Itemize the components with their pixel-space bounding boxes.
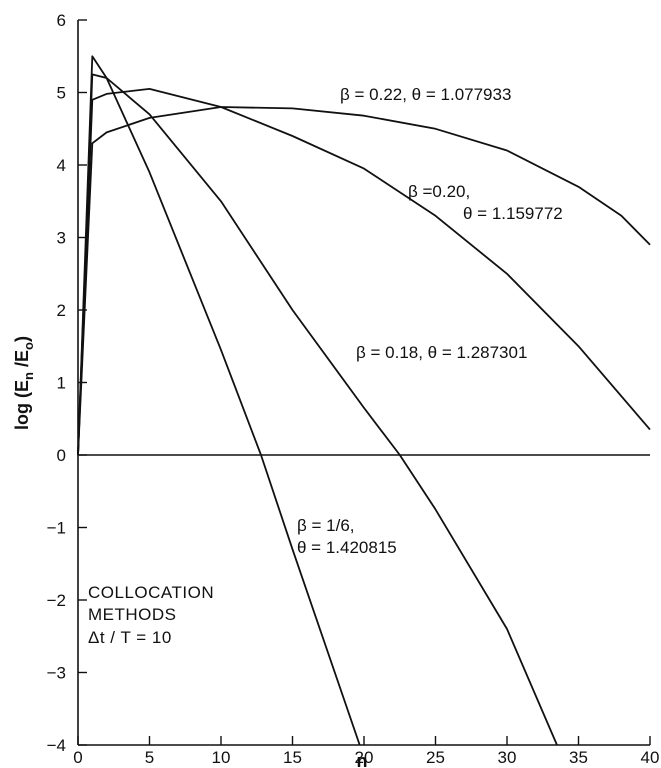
y-axis-title: log (En /Eo)	[12, 336, 36, 430]
x-tick-label: 35	[569, 748, 588, 767]
y-tick-label: −3	[47, 664, 66, 683]
y-tick-label: 2	[57, 301, 66, 320]
series-label-2: β =0.20,	[408, 182, 470, 201]
series-label-4: β = 1/6,	[297, 516, 355, 535]
y-tick-label: 6	[57, 11, 66, 30]
y-axis-ticks: −4 −3 −2 −1 0 1 2 3 4 5 6	[47, 11, 87, 755]
x-tick-label: 0	[73, 748, 82, 767]
series-line-1	[77, 106, 651, 456]
x-axis-title: n	[357, 751, 368, 768]
series-label-4: θ = 1.420815	[297, 538, 397, 557]
y-tick-label: 0	[57, 446, 66, 465]
y-axis-title-log: log (E	[12, 380, 32, 430]
y-axis-title-slash: /E	[12, 350, 32, 372]
y-tick-label: −1	[47, 519, 66, 538]
x-tick-label: 15	[283, 748, 302, 767]
y-axis-title-close: )	[12, 336, 32, 342]
method-annotation: COLLOCATION METHODS Δt / T = 10	[88, 583, 214, 647]
series-curves	[77, 55, 651, 746]
series-label-3: β = 0.18, θ = 1.287301	[356, 343, 527, 362]
annotation-line-1: COLLOCATION	[88, 583, 214, 602]
x-axis-ticks: 0 5 10 15 20 25 30 35 40	[73, 736, 659, 767]
y-tick-label: −4	[47, 736, 66, 755]
y-tick-label: 5	[57, 84, 66, 103]
y-tick-label: 4	[57, 156, 66, 175]
y-tick-label: 3	[57, 229, 66, 248]
series-label-1: β = 0.22, θ = 1.077933	[340, 85, 511, 104]
x-tick-label: 40	[641, 748, 660, 767]
series-line-3	[77, 73, 558, 746]
x-tick-label: 20	[355, 748, 374, 767]
series-label-2: θ = 1.159772	[463, 204, 563, 223]
y-axis-title-sub-n: n	[21, 372, 36, 380]
x-tick-label: 10	[212, 748, 231, 767]
series-line-2	[77, 88, 651, 456]
x-tick-label: 25	[426, 748, 445, 767]
y-tick-label: −2	[47, 591, 66, 610]
x-tick-label: 30	[498, 748, 517, 767]
series-labels: β = 0.22, θ = 1.077933 β =0.20, θ = 1.1597…	[297, 85, 563, 557]
x-tick-label: 5	[145, 748, 154, 767]
annotation-line-3: Δt / T = 10	[88, 628, 172, 647]
y-tick-label: 1	[57, 374, 66, 393]
y-axis-title-sub-0: o	[21, 342, 36, 350]
annotation-line-2: METHODS	[88, 605, 177, 624]
series-line-4	[77, 55, 361, 746]
